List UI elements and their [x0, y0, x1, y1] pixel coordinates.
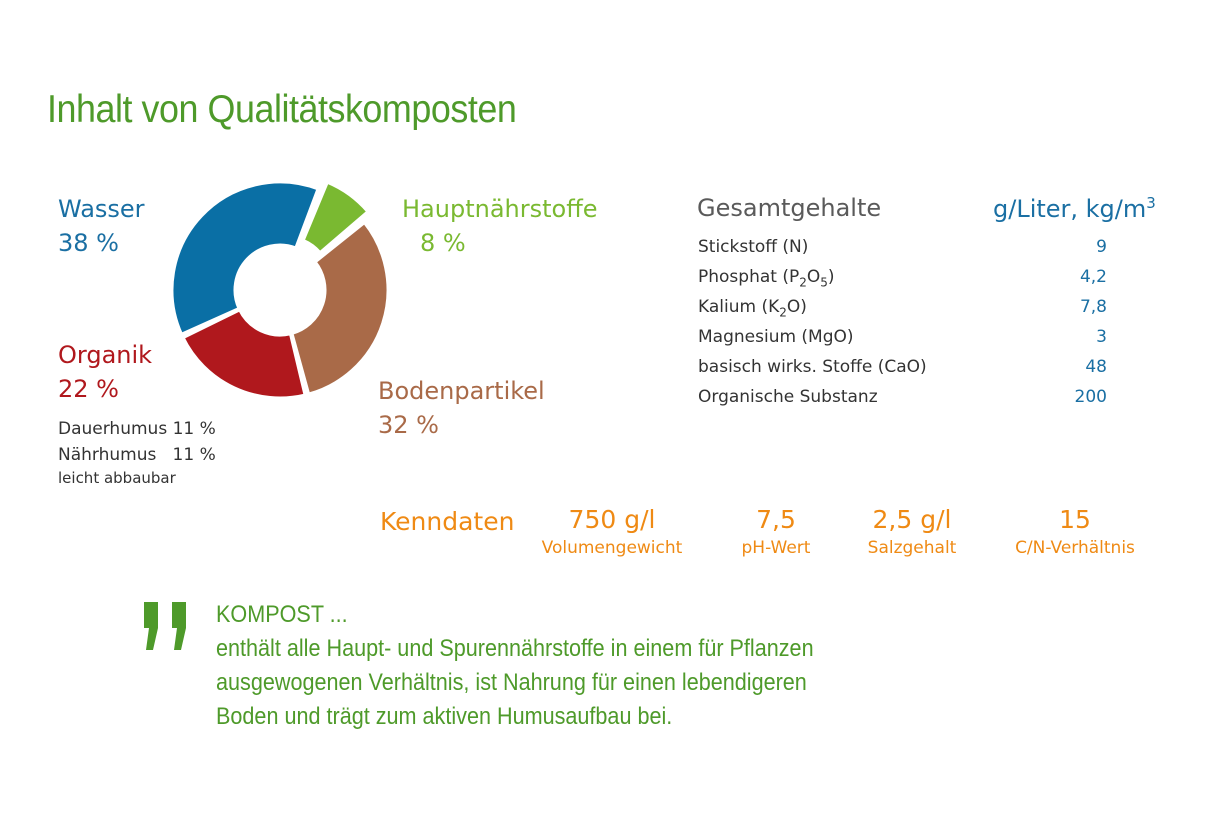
table-row-name: basisch wirks. Stoffe (CaO)	[698, 357, 927, 377]
table-row-name: Phosphat (P2O5)	[698, 267, 835, 289]
kalium-text: Kalium (K	[698, 297, 780, 317]
label-boden-name: Bodenpartikel	[378, 377, 545, 405]
organik-note: leicht abbaubar	[58, 469, 176, 487]
kenndaten-caption: Volumengewicht	[541, 538, 683, 558]
organik-detail: Dauerhumus 11 % Nährhumus 11 % leicht ab…	[58, 416, 216, 488]
kenndaten-caption: pH-Wert	[741, 538, 811, 558]
kenndaten-label: Kenndaten	[380, 507, 515, 536]
table-row-value: 9	[1096, 237, 1107, 257]
table-row-value: 3	[1096, 327, 1107, 347]
quote-text: KOMPOST ... enthält alle Haupt- und Spur…	[216, 598, 814, 734]
kenndaten-value: 2,5 g/l	[872, 505, 952, 534]
label-haupt-name: Hauptnährstoffe	[402, 195, 598, 223]
kenndaten-caption: Salzgehalt	[867, 538, 957, 558]
label-wasser-value: 38 %	[58, 229, 119, 257]
label-organik: Organik 22 %	[58, 338, 152, 406]
table-row-value: 4,2	[1079, 267, 1107, 287]
table-row-value: 7,8	[1079, 297, 1107, 317]
donut-chart	[170, 180, 390, 400]
label-haupt-value: 8 %	[420, 229, 466, 257]
kenndaten-value: 7,5	[756, 505, 796, 534]
slice-bodenpartikel	[290, 220, 390, 396]
table-header: Gesamtgehalte	[697, 194, 882, 222]
label-boden-value: 32 %	[378, 411, 439, 439]
table-row-name: Organische Substanz	[698, 387, 878, 407]
table-row-name: Magnesium (MgO)	[698, 327, 854, 347]
kenndaten-item: 15 C/N-Verhältnis	[1000, 505, 1150, 558]
label-organik-name: Organik	[58, 341, 153, 369]
phosphat-text: Phosphat (P	[698, 267, 800, 287]
quote-heading: KOMPOST ...	[216, 601, 348, 628]
page-title: Inhalt von Qualitätskomposten	[47, 88, 517, 131]
table-row-value: 48	[1085, 357, 1107, 377]
quote-line: Boden und trägt zum aktiven Humusaufbau …	[216, 703, 673, 730]
table-unit-header: g/Liter, kg/m3	[993, 194, 1156, 223]
quote-mark-icon	[144, 602, 186, 650]
phosphat-mid: O	[806, 267, 821, 287]
kenndaten-caption: C/N-Verhältnis	[1015, 538, 1135, 558]
slice-organik	[181, 307, 307, 400]
quote-line: ausgewogenen Verhältnis, ist Nahrung für…	[216, 669, 807, 696]
slice-wasser	[170, 180, 320, 337]
phosphat-end: )	[827, 267, 835, 287]
kenndaten-item: 750 g/l Volumengewicht	[532, 505, 692, 558]
kalium-sub: 2	[779, 305, 787, 320]
kenndaten-item: 2,5 g/l Salzgehalt	[852, 505, 972, 558]
label-boden: Bodenpartikel 32 %	[378, 374, 545, 442]
label-wasser-name: Wasser	[58, 195, 145, 223]
phosphat-sub1: 2	[799, 275, 807, 290]
kalium-mid: O)	[786, 297, 807, 317]
label-wasser: Wasser 38 %	[58, 192, 145, 260]
table-row-value: 200	[1074, 387, 1107, 407]
kenndaten-value: 750 g/l	[568, 505, 656, 534]
kenndaten-value: 15	[1059, 505, 1091, 534]
label-haupt: Hauptnährstoffe 8 %	[402, 192, 598, 260]
organik-naehrhumus: Nährhumus 11 %	[58, 445, 216, 465]
unit-text: g/Liter, kg/m	[993, 195, 1147, 223]
label-organik-value: 22 %	[58, 375, 119, 403]
kenndaten-item: 7,5 pH-Wert	[716, 505, 836, 558]
table-row-name: Stickstoff (N)	[698, 237, 809, 257]
phosphat-sub2: 5	[820, 275, 828, 290]
unit-sup: 3	[1146, 194, 1156, 212]
slice-hauptnaehrstoffe	[301, 180, 370, 255]
quote-line: enthält alle Haupt- und Spurennährstoffe…	[216, 635, 814, 662]
organik-dauerhumus: Dauerhumus 11 %	[58, 419, 216, 439]
table-row-name: Kalium (K2O)	[698, 297, 807, 319]
